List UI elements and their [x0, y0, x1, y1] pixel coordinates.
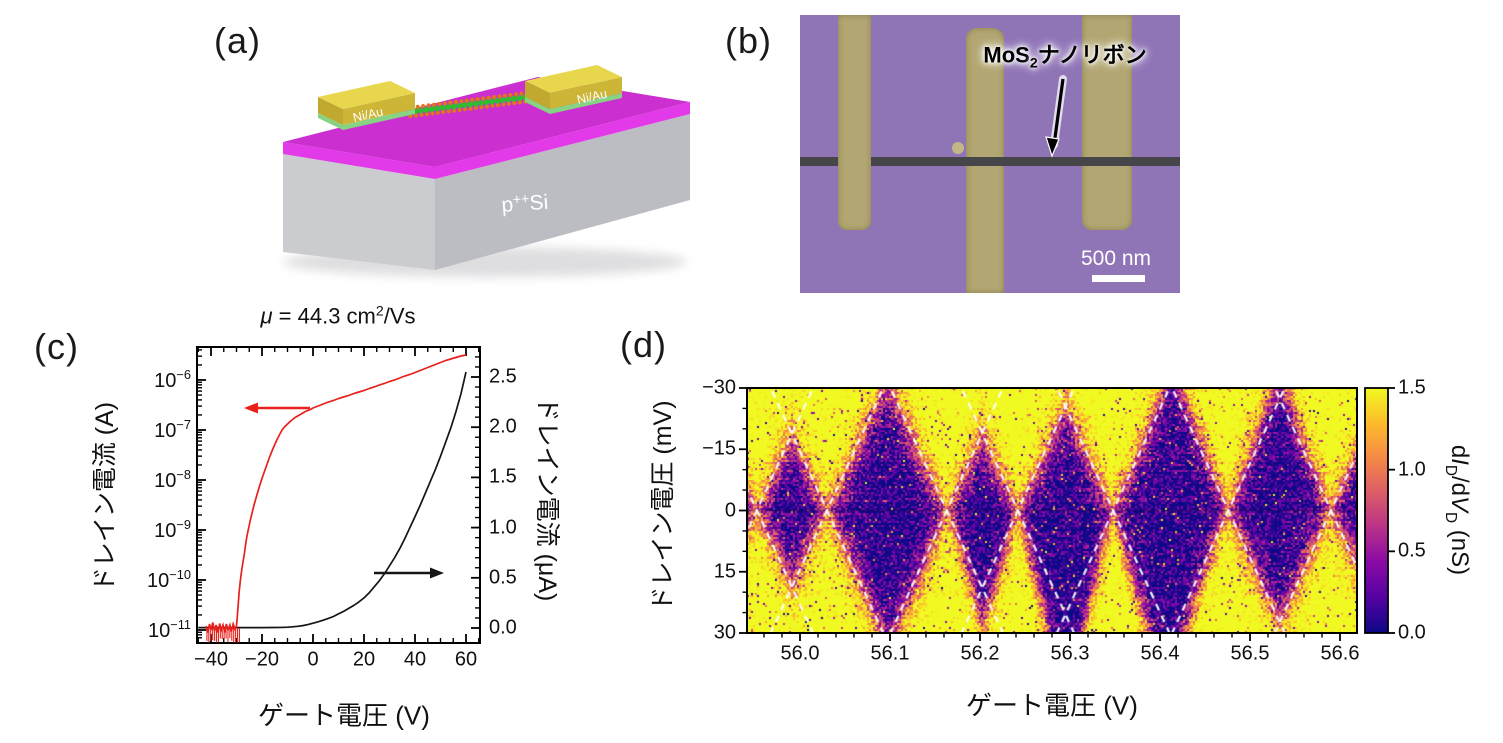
plot-c-ylabel-left: ドレイン電流 (A) — [91, 401, 119, 593]
plot-d-x-tick-label: 56.6 — [1320, 642, 1360, 665]
electrode-left-label: Ni/Au — [352, 105, 385, 125]
plot-d-x-tick-label: 56.2 — [960, 642, 1000, 665]
series-drain-current-log — [205, 354, 467, 634]
coulomb-diamond-heatmap — [747, 388, 1357, 633]
substrate-label: p++Si — [501, 189, 549, 217]
scalebar-label: 500 nm — [1080, 247, 1152, 270]
plot-c-ylabel-right: ドレイン電流 (μA) — [533, 396, 561, 602]
device-schematic-3d: Ni/Au Ni/Au p++Si — [283, 65, 690, 277]
electrode-left: Ni/Au — [318, 81, 415, 130]
plot-c-x-tick-label: −20 — [245, 648, 279, 671]
plot-c-yright-tick-label: 2.0 — [489, 415, 517, 438]
nanoribbon-line — [800, 157, 1180, 166]
sem-image: MoS2ナノリボン 500 nm — [800, 15, 1180, 293]
arrow-to-left-axis — [244, 402, 258, 414]
panel-a-label: (a) — [214, 20, 261, 61]
nanoribbon-annotation: MoS2ナノリボン — [983, 42, 1147, 71]
panel-c-label: (c) — [34, 326, 79, 367]
plot-c-yright-tick-label: 1.0 — [489, 516, 517, 539]
plot-d-y-tick-label: 15 — [713, 560, 736, 583]
plot-c-yleft-tick-label: 10−8 — [154, 467, 191, 492]
substrate-front-face — [283, 154, 435, 270]
series-drain-current-linear — [198, 371, 467, 629]
plot-c-yright-tick-label: 1.5 — [489, 465, 517, 488]
plot-c-yright-tick-label: 0.0 — [489, 616, 517, 639]
plot-c-yleft-tick-label: 10−6 — [154, 367, 191, 392]
scalebar — [1092, 275, 1145, 282]
colorbar-tick-label: 1.0 — [1398, 458, 1426, 481]
plot-c-x-tick-label: 60 — [454, 648, 478, 671]
plot-c-x-tick-label: −40 — [194, 648, 228, 671]
plot-c-yleft-tick-label: 10−10 — [147, 567, 191, 592]
plot-d-y-tick-label: −15 — [702, 437, 736, 460]
plot-d-x-tick-label: 56.3 — [1050, 642, 1090, 665]
plot-c-x-tick-label: 20 — [352, 648, 376, 671]
plot-d-xlabel: ゲート電圧 (V) — [966, 690, 1138, 721]
plot-d-y-tick-label: 0 — [724, 499, 736, 521]
plot-d-x-tick-label: 56.1 — [870, 642, 910, 665]
plot-c-yright-tick-label: 2.5 — [489, 365, 517, 388]
arrow-to-right-axis — [430, 567, 444, 579]
plot-d-x-tick-label: 56.5 — [1230, 642, 1270, 665]
plot-c-x-tick-label: 40 — [403, 648, 427, 671]
plot-c-yleft-tick-label: 10−9 — [154, 517, 191, 542]
plot-c-x-tick-label: 0 — [307, 648, 319, 671]
oxide-side-face — [435, 102, 690, 179]
colorbar-tick-label: 0.5 — [1398, 539, 1426, 562]
colorbar-tick-label: 1.5 — [1398, 376, 1426, 399]
colorbar-label: dID/dVD (nS) — [1442, 444, 1473, 576]
sem-particle — [952, 142, 964, 154]
substrate-side-face — [435, 114, 690, 270]
annotation-arrow — [1045, 75, 1067, 158]
plot-c-arrows — [244, 402, 444, 579]
panel-d-label: (d) — [620, 324, 667, 365]
plot-c-yleft-tick-label: 10−11 — [147, 617, 191, 642]
colorbar-gradient — [1365, 388, 1388, 633]
colorbar-tick-label: 0.0 — [1398, 621, 1426, 644]
plot-d-ylabel: ドレイン電圧 (mV) — [649, 400, 677, 612]
electrode-right-label: Ni/Au — [576, 87, 609, 107]
sem-electrode-right — [1082, 15, 1132, 230]
electrode-right: Ni/Au — [525, 65, 622, 114]
plot-c-axes — [196, 346, 481, 644]
plot-d-y-tick-label: 30 — [713, 621, 736, 644]
oxide-front-face — [283, 142, 435, 179]
plot-d-x-tick-label: 56.4 — [1140, 642, 1180, 665]
plot-d-x-tick-label: 56.0 — [780, 642, 820, 665]
plot-c-xlabel: ゲート電圧 (V) — [258, 700, 430, 731]
panel-b-label: (b) — [725, 20, 772, 61]
plot-c-yleft-tick-label: 10−7 — [154, 417, 191, 442]
plot-c-series — [198, 354, 467, 643]
plot-c-yright-tick-label: 0.5 — [489, 566, 517, 589]
plot-c-title: μ = 44.3 cm2/Vs — [260, 302, 416, 329]
sem-electrode-left-overlay — [838, 15, 871, 230]
plot-d-y-tick-label: −30 — [702, 376, 736, 399]
